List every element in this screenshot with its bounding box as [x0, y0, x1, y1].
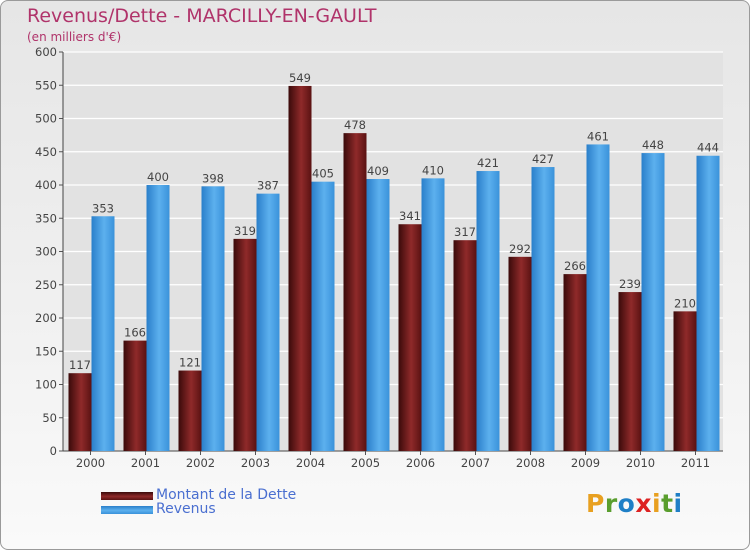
x-tick-label: 2011 — [681, 456, 710, 470]
legend-label-dette: Montant de la Dette — [156, 487, 297, 503]
data-label: 427 — [532, 152, 554, 166]
y-tick-label: 50 — [42, 411, 57, 425]
data-label: 341 — [399, 209, 421, 223]
proxiti-logo: Proxiti — [586, 489, 683, 518]
y-tick-label: 100 — [35, 378, 57, 392]
bar-dette — [673, 311, 697, 451]
bar-dette — [453, 240, 477, 451]
x-tick-label: 2007 — [461, 456, 490, 470]
data-label: 398 — [202, 171, 224, 185]
chart-subtitle: (en milliers d'€) — [27, 30, 122, 44]
x-tick-label: 2002 — [186, 456, 215, 470]
bar-revenus — [256, 193, 280, 451]
y-tick-label: 150 — [35, 344, 57, 358]
bar-dette — [233, 238, 257, 451]
bar-revenus — [586, 144, 610, 451]
x-tick-label: 2001 — [131, 456, 160, 470]
bar-dette — [618, 292, 642, 451]
data-label: 478 — [344, 118, 366, 132]
data-label: 410 — [422, 163, 444, 177]
bar-revenus — [421, 178, 445, 451]
data-label: 117 — [69, 358, 91, 372]
y-tick-label: 500 — [35, 112, 57, 126]
logo-letter: t — [661, 489, 674, 518]
data-label: 387 — [257, 179, 279, 193]
bar-revenus — [311, 181, 335, 452]
y-tick-label: 200 — [35, 311, 57, 325]
y-tick-label: 300 — [35, 245, 57, 259]
y-tick-label: 0 — [50, 444, 57, 458]
data-label: 319 — [234, 224, 256, 238]
legend-swatch-revenus — [101, 506, 153, 514]
data-label: 448 — [642, 138, 664, 152]
data-label: 444 — [697, 141, 719, 155]
data-label: 166 — [124, 326, 146, 340]
data-label: 405 — [312, 167, 334, 181]
x-tick-label: 2000 — [76, 456, 105, 470]
logo-letter: i — [673, 489, 683, 518]
x-tick-label: 2003 — [241, 456, 270, 470]
bar-revenus — [641, 153, 665, 451]
x-tick-label: 2005 — [351, 456, 380, 470]
legend-label-revenus: Revenus — [156, 501, 216, 517]
bar-revenus — [696, 155, 720, 452]
legend-swatch-dette — [101, 492, 153, 500]
x-tick-label: 2004 — [296, 456, 325, 470]
bar-revenus — [476, 171, 500, 451]
bar-dette — [508, 256, 532, 451]
bar-revenus — [201, 186, 225, 451]
y-tick-label: 550 — [35, 78, 57, 92]
data-label: 210 — [674, 296, 696, 310]
data-label: 317 — [454, 225, 476, 239]
data-label: 353 — [92, 201, 114, 215]
x-tick-label: 2006 — [406, 456, 435, 470]
logo-letter: x — [635, 489, 652, 518]
data-label: 421 — [477, 156, 499, 170]
y-tick-label: 400 — [35, 178, 57, 192]
y-tick-label: 600 — [35, 45, 57, 59]
data-label: 121 — [179, 356, 201, 370]
bar-dette — [68, 373, 92, 451]
logo-letter: r — [604, 489, 618, 518]
logo-letter: o — [617, 489, 636, 518]
bar-revenus — [146, 185, 170, 451]
data-label: 549 — [289, 71, 311, 85]
y-tick-label: 350 — [35, 211, 57, 225]
data-label: 409 — [367, 164, 389, 178]
data-label: 266 — [564, 259, 586, 273]
bar-dette — [343, 133, 367, 451]
bar-revenus — [91, 216, 115, 451]
bar-dette — [123, 340, 147, 451]
data-label: 461 — [587, 129, 609, 143]
y-tick-label: 250 — [35, 278, 57, 292]
x-tick-label: 2008 — [516, 456, 545, 470]
y-tick-label: 450 — [35, 145, 57, 159]
bar-dette — [178, 370, 202, 451]
data-label: 400 — [147, 170, 169, 184]
data-label: 292 — [509, 242, 531, 256]
data-label: 239 — [619, 277, 641, 291]
bar-dette — [563, 274, 587, 451]
x-tick-label: 2009 — [571, 456, 600, 470]
bar-revenus — [531, 167, 555, 452]
bar-dette — [288, 85, 312, 451]
x-tick-label: 2010 — [626, 456, 655, 470]
bar-revenus — [366, 179, 390, 451]
chart-title: Revenus/Dette - MARCILLY-EN-GAULT — [27, 5, 377, 27]
bar-dette — [398, 224, 422, 451]
logo-letter: P — [586, 489, 605, 518]
logo-letter: i — [652, 489, 662, 518]
